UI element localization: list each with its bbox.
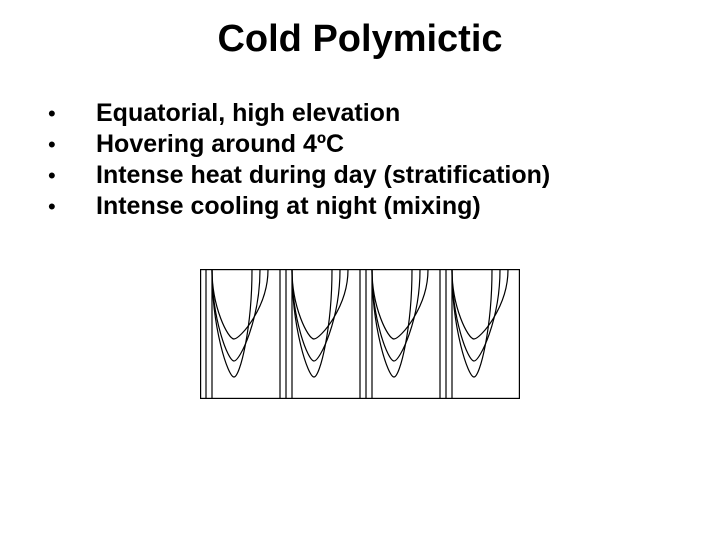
bullet-item: •Intense heat during day (stratification… — [48, 161, 720, 190]
thermocline-diagram — [200, 269, 520, 399]
bullet-marker: • — [48, 163, 96, 189]
bullet-text: Intense cooling at night (mixing) — [96, 192, 481, 221]
bullet-marker: • — [48, 194, 96, 220]
bullet-item: •Equatorial, high elevation — [48, 99, 720, 128]
slide-title: Cold Polymictic — [0, 0, 720, 61]
bullet-text: Equatorial, high elevation — [96, 99, 400, 128]
bullet-marker: • — [48, 132, 96, 158]
bullet-text: Hovering around 4ºC — [96, 130, 344, 159]
bullet-marker: • — [48, 101, 96, 127]
bullet-list: •Equatorial, high elevation•Hovering aro… — [48, 99, 720, 221]
bullet-item: •Hovering around 4ºC — [48, 130, 720, 159]
bullet-text: Intense heat during day (stratification) — [96, 161, 550, 190]
bullet-item: •Intense cooling at night (mixing) — [48, 192, 720, 221]
